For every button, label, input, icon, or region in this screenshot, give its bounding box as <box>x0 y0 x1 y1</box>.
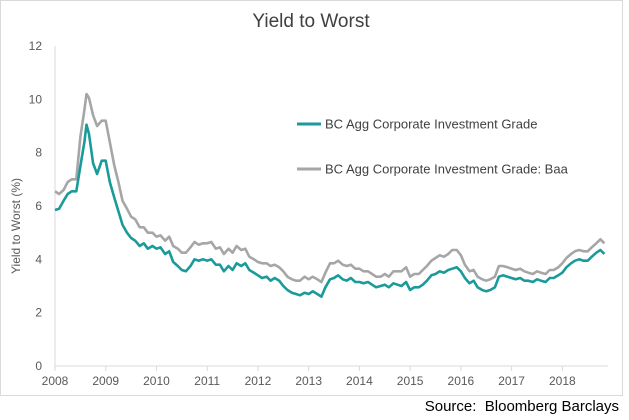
y-tick-label: 10 <box>29 92 43 106</box>
x-tick-label: 2011 <box>194 374 220 388</box>
yield-chart: Yield to Worst Yield to Worst (%) 0 2 4 6 8 1… <box>9 11 608 388</box>
y-tick-label: 6 <box>35 199 42 213</box>
y-tick-label: 8 <box>35 146 42 160</box>
source-note: Source: Bloomberg Barclays <box>424 398 619 415</box>
x-tick-label: 2009 <box>92 374 119 388</box>
x-tick-label: 2016 <box>448 374 475 388</box>
chart-title: Yield to Worst <box>252 11 370 32</box>
y-tick-label: 0 <box>35 359 42 373</box>
legend: BC Agg Corporate Investment Grade BC Agg … <box>297 117 569 177</box>
x-tick-label: 2008 <box>42 374 69 388</box>
y-axis-label: Yield to Worst (%) <box>9 178 23 274</box>
legend-label-1: BC Agg Corporate Investment Grade: Baa <box>325 162 569 177</box>
series-line-1 <box>54 92 606 284</box>
x-tick-label: 2010 <box>143 374 170 388</box>
y-tick-label: 12 <box>29 39 43 53</box>
series-lines <box>54 92 606 298</box>
legend-label-0: BC Agg Corporate Investment Grade <box>325 117 537 132</box>
x-tick-label: 2015 <box>397 374 424 388</box>
x-tick-label: 2017 <box>498 374 525 388</box>
chart-frame <box>0 0 623 396</box>
y-tick-label: 2 <box>35 306 42 320</box>
series-line-0 <box>54 123 606 298</box>
y-tick-label: 4 <box>35 252 42 266</box>
x-tick-label: 2013 <box>295 374 322 388</box>
axes: 0 2 4 6 8 10 12 2008 2009 2010 2011 2012 2013 2014 201… <box>29 39 608 388</box>
x-tick-label: 2014 <box>346 374 373 388</box>
x-tick-label: 2018 <box>549 374 576 388</box>
x-tick-label: 2012 <box>245 374 272 388</box>
